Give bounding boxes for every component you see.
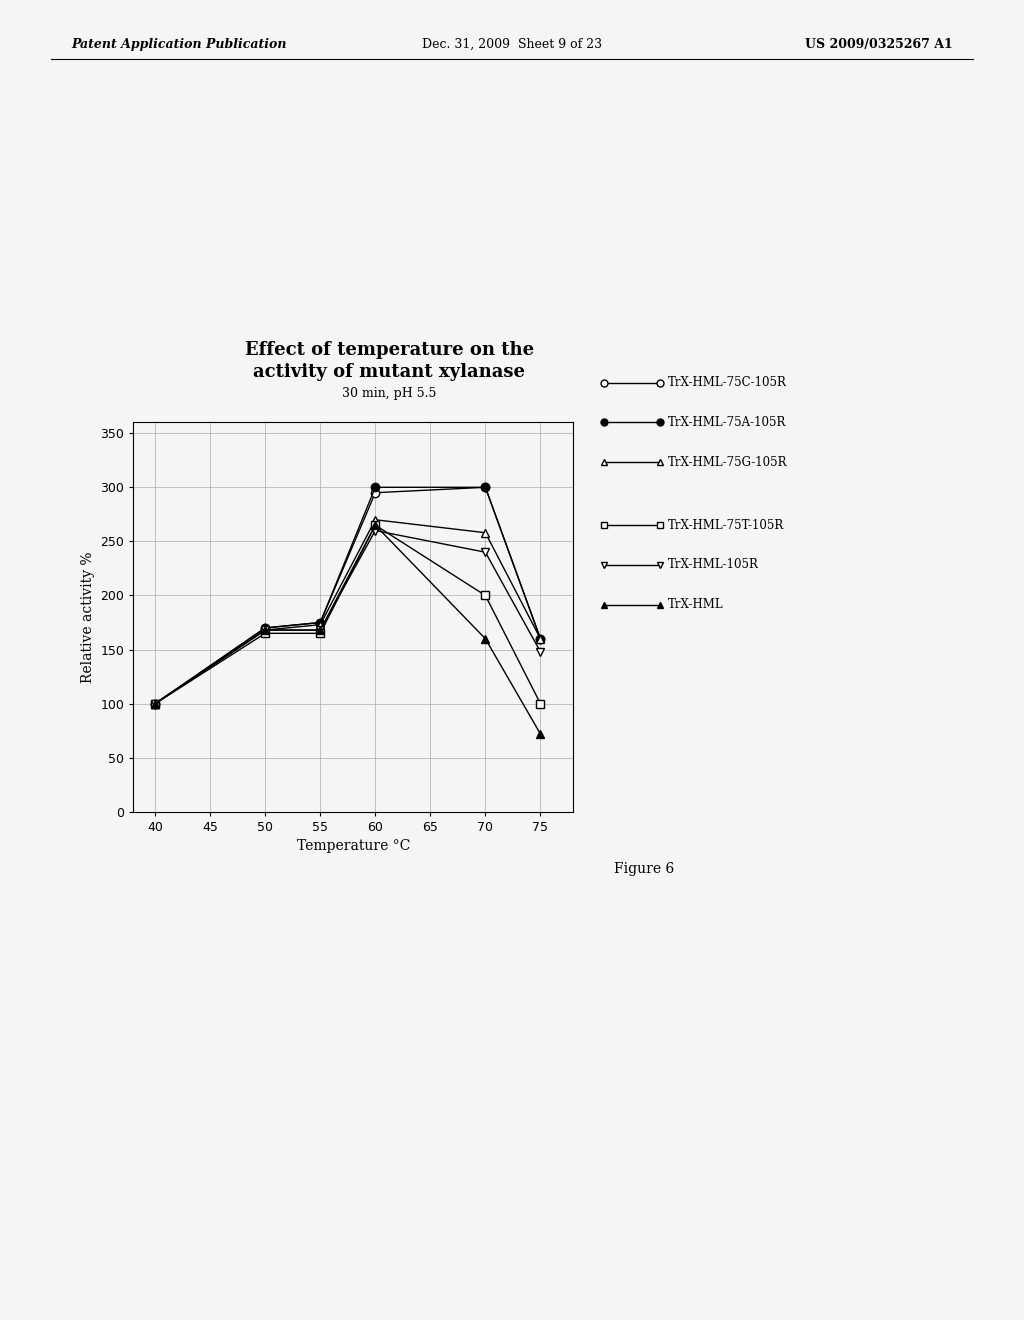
Text: US 2009/0325267 A1: US 2009/0325267 A1 — [805, 37, 952, 50]
Y-axis label: Relative activity %: Relative activity % — [81, 552, 94, 682]
Text: 30 min, pH 5.5: 30 min, pH 5.5 — [342, 387, 436, 400]
Text: Patent Application Publication: Patent Application Publication — [72, 37, 287, 50]
Text: TrX-HML: TrX-HML — [668, 598, 723, 611]
Text: Dec. 31, 2009  Sheet 9 of 23: Dec. 31, 2009 Sheet 9 of 23 — [422, 37, 602, 50]
Text: Figure 6: Figure 6 — [614, 862, 675, 875]
Text: TrX-HML-105R: TrX-HML-105R — [668, 558, 759, 572]
Text: TrX-HML-75T-105R: TrX-HML-75T-105R — [668, 519, 784, 532]
Text: activity of mutant xylanase: activity of mutant xylanase — [253, 363, 525, 381]
Text: Effect of temperature on the: Effect of temperature on the — [245, 341, 534, 359]
Text: TrX-HML-75A-105R: TrX-HML-75A-105R — [668, 416, 786, 429]
Text: TrX-HML-75C-105R: TrX-HML-75C-105R — [668, 376, 786, 389]
Text: TrX-HML-75G-105R: TrX-HML-75G-105R — [668, 455, 787, 469]
X-axis label: Temperature °C: Temperature °C — [297, 840, 410, 854]
